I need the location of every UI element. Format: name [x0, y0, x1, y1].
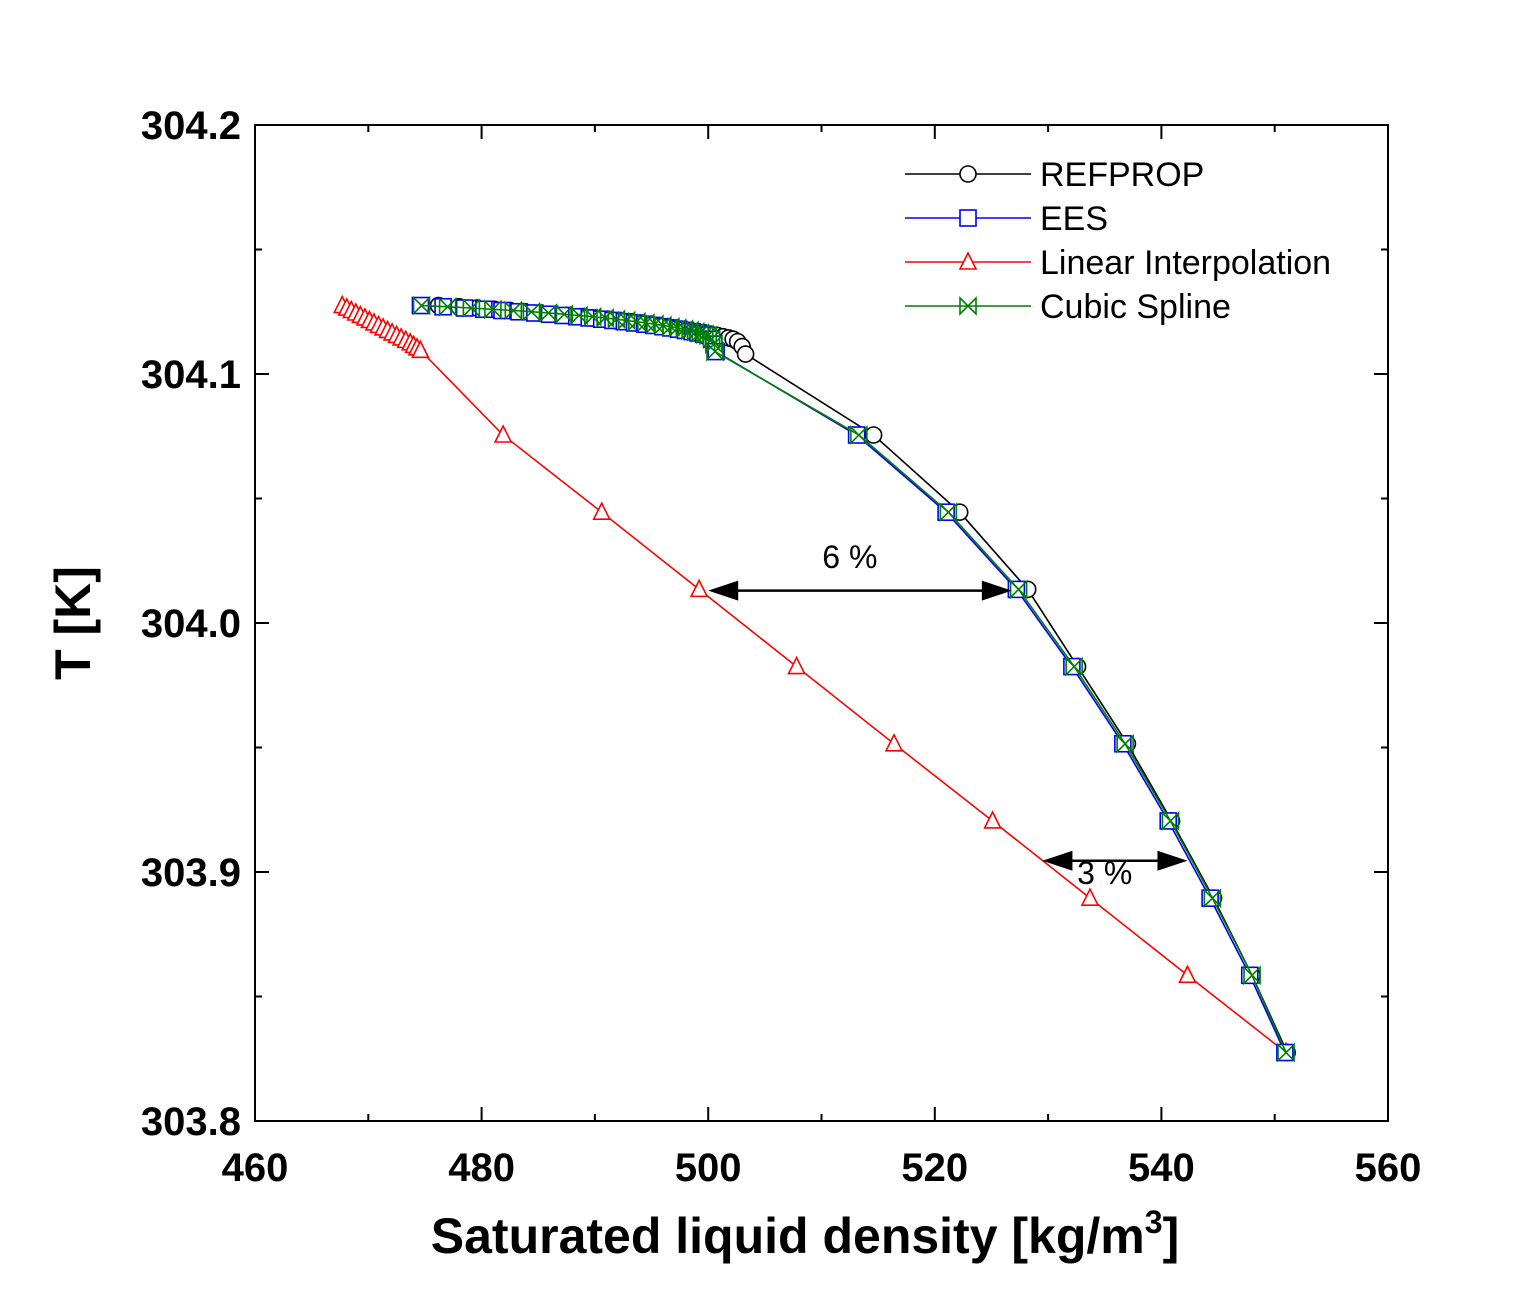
data-point-bowtie: [539, 303, 558, 323]
data-point-bowtie: [438, 296, 457, 317]
data-point-bowtie: [654, 315, 672, 336]
data-point-bowtie: [702, 329, 721, 350]
series-linear-interpolation: [332, 294, 1296, 1061]
y-axis-title: T [K]: [45, 566, 101, 680]
legend-item: Linear Interpolation: [905, 244, 1331, 282]
annotation-label: 6 %: [822, 539, 877, 575]
data-point-circle: [864, 426, 883, 444]
x-tick-label: 480: [448, 1146, 515, 1190]
data-point-circle: [959, 165, 977, 183]
annotation: 3 %: [1042, 850, 1188, 891]
data-point-square: [1007, 580, 1026, 599]
data-point-bowtie: [555, 304, 574, 325]
annotation-arrowhead-left: [708, 580, 739, 601]
annotation-arrowhead-right: [1157, 850, 1188, 871]
data-point-triangle: [689, 578, 709, 598]
axis-ticks: [254, 124, 1389, 1122]
legend-item: REFPROP: [905, 156, 1204, 194]
data-point-bowtie: [412, 295, 431, 316]
data-point-triangle: [958, 251, 978, 270]
data-point-bowtie: [1116, 733, 1134, 754]
x-tick-label: 540: [1128, 1146, 1195, 1190]
series-line: [438, 304, 1288, 1053]
y-tick-labels: 303.8 303.9 304.0 304.1 304.2: [141, 104, 241, 1144]
legend-item: EES: [905, 200, 1108, 238]
data-point-triangle: [1080, 887, 1100, 906]
y-tick-label: 304.2: [141, 104, 241, 148]
x-tick-labels: 460 480 500 520 540 560: [222, 1146, 1422, 1190]
x-tick-label: 560: [1355, 1146, 1422, 1190]
x-axis-title: Saturated liquid density [kg/m3]: [431, 1204, 1179, 1264]
data-point-triangle: [983, 810, 1002, 829]
annotation-arrowhead-right: [981, 580, 1012, 601]
data-point-bowtie: [484, 299, 502, 320]
data-point-bowtie: [1065, 656, 1083, 677]
series-layer: [332, 294, 1296, 1063]
y-tick-label: 303.9: [141, 851, 241, 895]
data-point-bowtie: [850, 425, 868, 445]
data-point-bowtie: [462, 298, 481, 318]
series-refprop: [429, 296, 1296, 1062]
y-tick-label: 304.0: [141, 602, 241, 646]
data-point-circle: [736, 345, 755, 363]
series-ees: [411, 296, 1294, 1062]
data-point-bowtie: [1277, 1042, 1295, 1063]
data-point-bowtie: [1203, 888, 1222, 909]
data-point-bowtie: [637, 313, 655, 333]
legend-label: Linear Interpolation: [1040, 244, 1331, 282]
data-point-bowtie: [628, 311, 646, 332]
data-point-bowtie: [583, 306, 602, 327]
data-point-bowtie: [1009, 579, 1028, 600]
legend-items: REFPROP EES Linear Interpolation Cubic Spli…: [905, 156, 1331, 326]
legend-label: EES: [1040, 200, 1108, 238]
y-tick-label: 304.1: [141, 353, 241, 397]
data-point-bowtie: [662, 316, 680, 337]
annotations: 6 % 3 %: [708, 539, 1188, 891]
data-point-square: [1276, 1043, 1294, 1062]
data-point-square: [959, 209, 977, 227]
data-point-bowtie: [1161, 811, 1180, 831]
legend: REFPROP EES Linear Interpolation Cubic Spli…: [895, 150, 1355, 330]
data-point-triangle: [1178, 964, 1197, 984]
annotation-label: 3 %: [1077, 855, 1132, 891]
data-point-triangle: [787, 655, 806, 675]
data-point-bowtie: [668, 318, 687, 338]
annotation: 6 %: [708, 539, 1012, 601]
y-tick-label: 303.8: [141, 1100, 241, 1144]
series-cubic-spline: [412, 295, 1295, 1063]
data-point-triangle: [592, 501, 611, 520]
data-point-bowtie: [570, 305, 588, 326]
data-point-triangle: [411, 339, 430, 359]
data-point-triangle: [884, 732, 904, 752]
data-point-bowtie: [959, 296, 977, 316]
legend-label: Cubic Spline: [1040, 288, 1231, 326]
data-point-bowtie: [646, 314, 664, 335]
annotation-arrowhead-left: [1042, 850, 1073, 871]
data-point-bowtie: [1243, 965, 1261, 986]
series-line: [341, 304, 1287, 1054]
x-tick-label: 460: [222, 1146, 289, 1190]
data-point-bowtie: [706, 341, 724, 362]
data-point-square: [937, 503, 955, 521]
data-point-bowtie: [522, 301, 541, 322]
legend-item: Cubic Spline: [905, 288, 1231, 326]
series-line: [421, 304, 1287, 1053]
series-line: [420, 304, 1286, 1053]
data-point-bowtie: [504, 300, 523, 321]
x-tick-label: 520: [901, 1146, 968, 1190]
x-tick-label: 500: [675, 1146, 742, 1190]
data-point-bowtie: [705, 334, 723, 355]
data-point-triangle: [493, 424, 513, 443]
data-point-bowtie: [939, 502, 958, 523]
legend-label: REFPROP: [1040, 156, 1204, 194]
